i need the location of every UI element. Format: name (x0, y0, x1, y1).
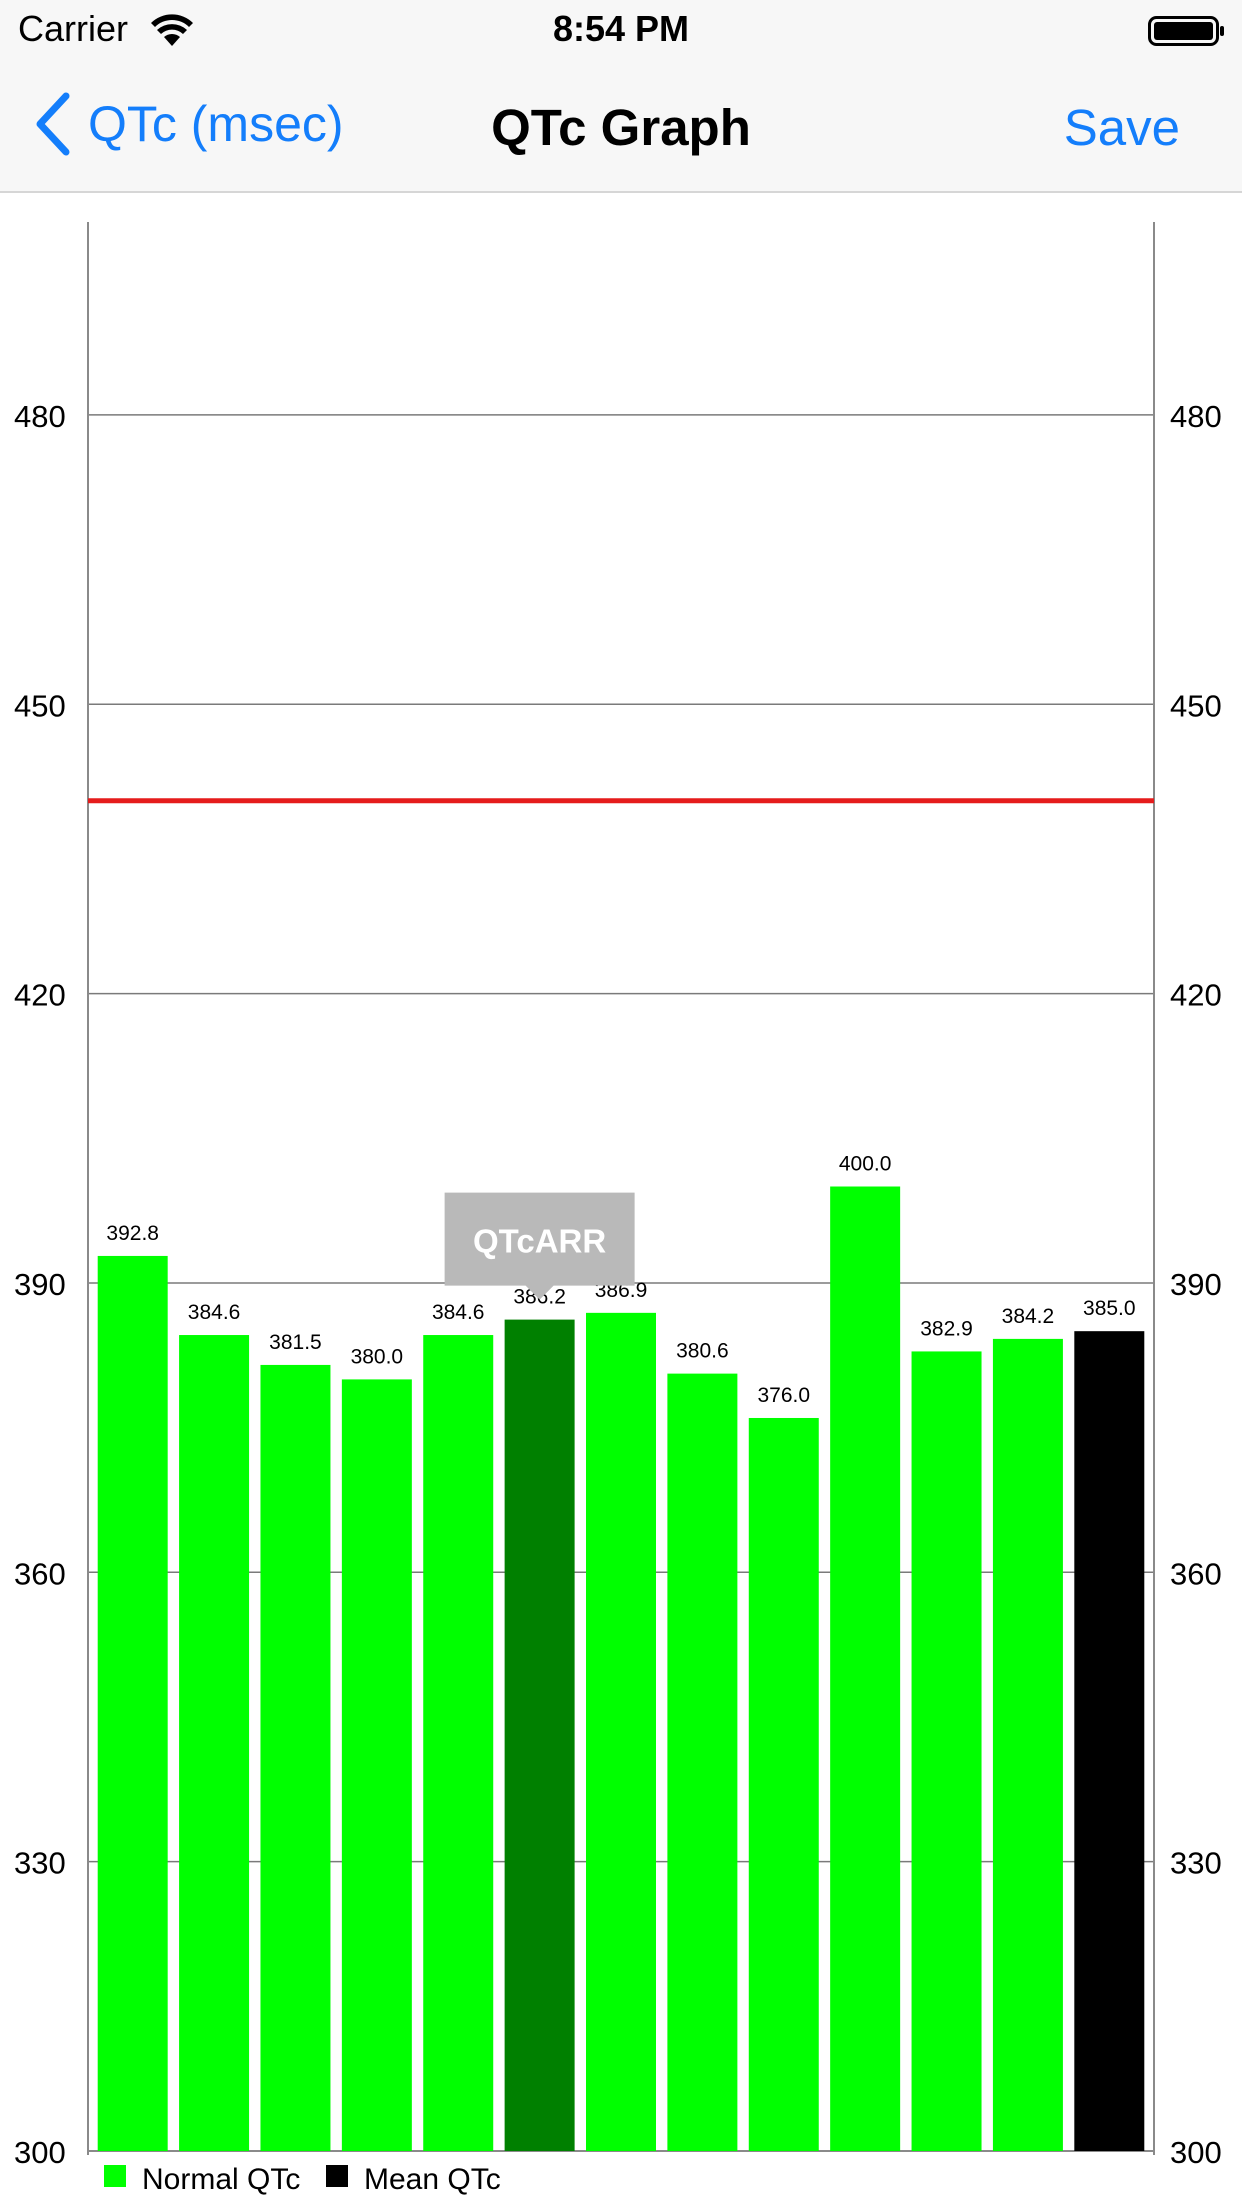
bar-value-label: 384.6 (432, 1301, 485, 1324)
legend-swatch (326, 2165, 348, 2187)
chart-legend: Normal QTc Mean QTc (104, 2163, 501, 2196)
qtc-bar[interactable] (423, 1335, 494, 2151)
y-tick-label-left: 450 (14, 688, 66, 723)
y-tick-label-right: 390 (1170, 1267, 1222, 1302)
tooltip-bubble (444, 1192, 635, 1300)
bar-value-label: 380.0 (351, 1345, 404, 1368)
battery-icon (1148, 16, 1224, 46)
navigation-bar: QTc (msec) QTc Graph Save (0, 60, 1242, 193)
tooltip-label: QTcARR (473, 1223, 606, 1260)
bar-value-label: 384.6 (188, 1301, 241, 1324)
legend-swatch (104, 2165, 126, 2187)
qtc-bar[interactable] (992, 1338, 1063, 2151)
bar-value-label: 384.2 (1002, 1305, 1055, 1328)
bar-value-label: 381.5 (269, 1331, 322, 1354)
bar-value-label: 385.0 (1083, 1297, 1136, 1320)
save-button[interactable]: Save (1063, 99, 1180, 156)
legend-label: Mean QTc (364, 2163, 501, 2196)
bars (97, 1186, 1145, 2152)
mean-qtc-bar[interactable] (1074, 1331, 1145, 2151)
y-tick-label-right: 420 (1170, 978, 1222, 1013)
qtc-bar-chart: 300 300 330 330 360 360 390 390 420 420 450 450 480 4… (14, 222, 1222, 2196)
qtc-bar[interactable] (830, 1186, 901, 2152)
y-tick-label-right: 300 (1170, 2135, 1222, 2170)
carrier-label: Carrier (18, 8, 129, 49)
y-tick-label-left: 300 (14, 2135, 66, 2170)
chart-axes: 300 300 330 330 360 360 390 390 420 420 450 450 480 4… (14, 222, 1222, 2170)
qtc-bar[interactable] (341, 1379, 412, 2151)
back-button-label: QTc (msec) (88, 96, 344, 152)
qtc-bar[interactable] (667, 1373, 738, 2151)
y-tick-label-left: 360 (14, 1556, 66, 1591)
y-tick-label-left: 390 (14, 1267, 66, 1302)
y-tick-label-left: 420 (14, 978, 66, 1013)
y-tick-label-right: 480 (1170, 399, 1222, 434)
y-tick-label-right: 330 (1170, 1846, 1222, 1881)
qtc-bar[interactable] (179, 1335, 250, 2151)
legend-label: Normal QTc (142, 2163, 300, 2196)
qtc-bar[interactable] (504, 1319, 575, 2151)
bar-value-label: 400.0 (839, 1153, 892, 1176)
y-tick-label-right: 360 (1170, 1556, 1222, 1591)
back-button[interactable]: QTc (msec) (34, 92, 344, 156)
qtc-bar[interactable] (97, 1255, 168, 2151)
qtc-bar[interactable] (911, 1351, 982, 2151)
qtc-bar[interactable] (748, 1417, 819, 2151)
y-tick-label-right: 450 (1170, 688, 1222, 723)
wifi-icon (151, 14, 193, 46)
selection-tooltip: QTcARR (444, 1192, 635, 1300)
status-time: 8:54 PM (552, 8, 690, 49)
bar-value-label: 376.0 (757, 1384, 810, 1407)
page-title: QTc Graph (491, 99, 751, 156)
chevron-left-icon (36, 92, 70, 156)
y-tick-label-left: 330 (14, 1846, 66, 1881)
bar-value-label: 380.6 (676, 1340, 729, 1363)
bar-value-label: 392.8 (106, 1222, 159, 1245)
bar-value-label: 382.9 (920, 1317, 973, 1340)
qtc-bar[interactable] (586, 1312, 656, 2151)
status-bar: Carrier 8:54 PM (0, 0, 1242, 60)
qtc-bar[interactable] (260, 1364, 331, 2151)
y-tick-label-left: 480 (14, 399, 66, 434)
